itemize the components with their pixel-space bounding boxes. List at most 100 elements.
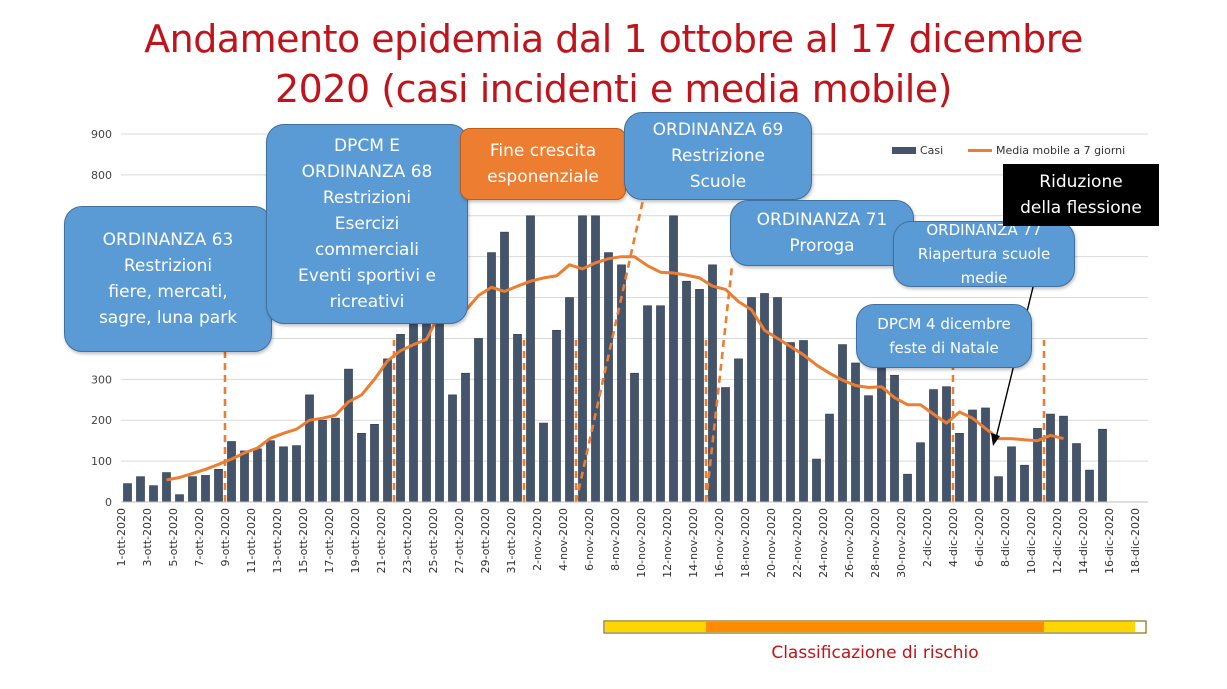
bar (149, 485, 158, 503)
x-tick-label: 9-ott-2020 (219, 508, 232, 567)
bar (708, 264, 717, 503)
bar (786, 342, 795, 503)
x-tick-label: 17-ott-2020 (323, 508, 336, 574)
event-markers (223, 199, 1046, 503)
bar (1098, 428, 1107, 503)
bar (981, 407, 990, 503)
callout-dpcm-4-dicembre: DPCM 4 dicembre feste di Natale (856, 304, 1032, 368)
bar (591, 215, 600, 503)
bar (877, 362, 886, 503)
callout-ordinanza-63: ORDINANZA 63 Restrizioni fiere, mercati, sa… (64, 206, 272, 352)
bar (903, 473, 912, 503)
bar (734, 358, 743, 503)
bar (1059, 415, 1068, 503)
bar (799, 340, 808, 503)
x-tick-label: 1-ott-2020 (115, 508, 128, 567)
y-tick-label: 0 (105, 496, 112, 509)
x-tick-label: 6-nov-2020 (583, 508, 596, 571)
pointer-arrowhead (991, 433, 1000, 446)
bar (968, 409, 977, 503)
bar (630, 372, 639, 503)
bar (448, 394, 457, 503)
bar (643, 305, 652, 503)
x-tick-label: 4-nov-2020 (557, 508, 570, 571)
x-tick-label: 8-nov-2020 (609, 508, 622, 571)
moving-average-line (166, 255, 1064, 482)
bar (435, 317, 444, 503)
x-tick-label: 25-ott-2020 (427, 508, 440, 574)
bar (994, 476, 1003, 503)
x-tick-label: 14-nov-2020 (687, 508, 700, 578)
bar (318, 419, 327, 503)
x-tick-label: 11-ott-2020 (245, 508, 258, 574)
callout-dpcm-ordinanza-68: DPCM E ORDINANZA 68 Restrizioni Esercizi com… (266, 124, 468, 324)
bar (578, 215, 587, 503)
bar (188, 476, 197, 503)
x-tick-label: 15-ott-2020 (297, 508, 310, 574)
risk-segment (605, 622, 706, 632)
bar (942, 386, 951, 503)
chart-title: Andamento epidemia dal 1 ottobre al 17 d… (0, 14, 1227, 114)
bar (513, 334, 522, 503)
bar (383, 358, 392, 503)
x-tick-label: 16-nov-2020 (713, 508, 726, 578)
bar (227, 441, 236, 503)
bar (1046, 413, 1055, 503)
x-tick-label: 16-dic-2020 (1103, 508, 1116, 574)
callout-ordinanza-77: ORDINANZA 77 Riapertura scuole medie (893, 221, 1075, 287)
bar (838, 344, 847, 503)
event-marker-slanted (574, 199, 645, 503)
event-marker-slanted (704, 265, 734, 503)
bar (773, 297, 782, 503)
bar (175, 494, 184, 503)
bar (214, 468, 223, 503)
x-tick-label: 14-dic-2020 (1077, 508, 1090, 574)
bar (370, 424, 379, 503)
legend-swatch-bar (892, 147, 916, 154)
risk-segment (706, 622, 1044, 632)
x-tick-label: 21-ott-2020 (375, 508, 388, 574)
y-tick-label: 800 (91, 169, 112, 182)
x-tick-label: 10-dic-2020 (1025, 508, 1038, 574)
chart-title-line-2: 2020 (casi incidenti e media mobile) (274, 67, 953, 111)
risk-bar (603, 620, 1147, 634)
chart-title-line-1: Andamento epidemia dal 1 ottobre al 17 d… (144, 17, 1083, 61)
x-tick-label: 23-ott-2020 (401, 508, 414, 574)
bar (292, 445, 301, 503)
x-tick-label: 10-nov-2020 (635, 508, 648, 578)
x-tick-label: 5-ott-2020 (167, 508, 180, 567)
bar (552, 329, 561, 503)
risk-classification-label: Classificazione di rischio (771, 643, 979, 663)
x-tick-label: 18-nov-2020 (739, 508, 752, 578)
legend-item-casi: Casi (892, 144, 943, 157)
x-tick-label: 8-dic-2020 (999, 508, 1012, 567)
x-axis: 1-ott-2020 3-ott-2020 5-ott-2020 7-ott-2020… (115, 501, 1148, 578)
y-tick-label: 300 (91, 373, 112, 386)
x-tick-label: 30-nov-2020 (895, 508, 908, 578)
line-series-media-mobile (166, 255, 1064, 482)
bar (344, 368, 353, 503)
bar (955, 433, 964, 503)
bar (474, 338, 483, 503)
bar (500, 231, 509, 503)
bar (916, 442, 925, 503)
bar (721, 387, 730, 503)
callout-ordinanza-69: ORDINANZA 69 Restrizione Scuole (624, 112, 812, 200)
bar (682, 280, 691, 503)
callout-ordinanza-71: ORDINANZA 71 Proroga (730, 200, 914, 266)
y-tick-label: 200 (91, 414, 112, 427)
callout-riduzione-flessione: Riduzione della flessione (1003, 164, 1159, 226)
x-tick-label: 31-ott-2020 (505, 508, 518, 574)
x-tick-label: 3-ott-2020 (141, 508, 154, 567)
bar (669, 215, 678, 503)
bar (461, 372, 470, 503)
x-tick-label: 2-dic-2020 (921, 508, 934, 567)
bar (266, 440, 275, 503)
y-tick-label: 900 (91, 128, 112, 141)
bar (1072, 443, 1081, 503)
bar (422, 317, 431, 503)
x-tick-label: 29-ott-2020 (479, 508, 492, 574)
bar (240, 450, 249, 503)
bar (526, 215, 535, 503)
x-tick-label: 20-nov-2020 (765, 508, 778, 578)
